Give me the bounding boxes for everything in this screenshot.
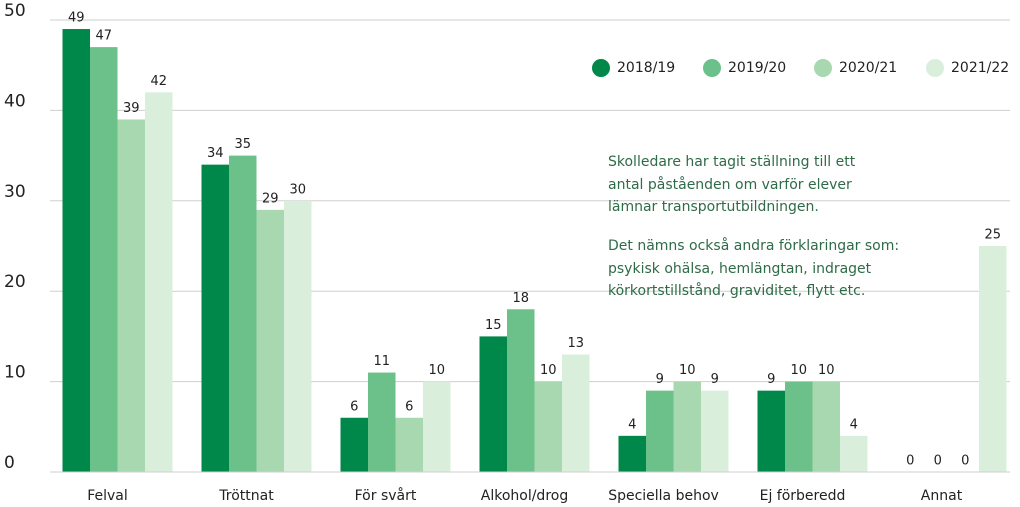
- y-tick-label: 40: [4, 91, 26, 111]
- bar: [256, 209, 284, 472]
- value-label: 34: [207, 146, 224, 161]
- bar: [785, 381, 813, 472]
- value-label: 6: [350, 399, 358, 414]
- legend-label: 2018/19: [617, 60, 675, 76]
- bar: [757, 390, 785, 472]
- annotation: antal påståenden om varför elever: [608, 176, 852, 193]
- bar: [145, 92, 173, 472]
- value-label: 10: [818, 363, 835, 378]
- legend-swatch: [814, 59, 832, 77]
- y-tick-label: 10: [4, 363, 26, 383]
- bar: [201, 164, 229, 472]
- annotation: lämnar transportutbildningen.: [608, 199, 819, 215]
- bar: [229, 155, 257, 472]
- legend-swatch: [926, 59, 944, 77]
- y-tick-label: 0: [4, 453, 15, 473]
- value-label: 10: [428, 363, 445, 378]
- value-label: 35: [234, 137, 251, 152]
- value-label: 10: [790, 363, 807, 378]
- x-tick-label: Tröttnat: [218, 488, 274, 504]
- value-label: 47: [95, 29, 112, 44]
- value-label: 9: [711, 372, 719, 387]
- x-tick-label: Annat: [921, 488, 963, 504]
- value-label: 4: [850, 417, 858, 432]
- value-label: 10: [540, 363, 557, 378]
- x-tick-label: För svårt: [355, 487, 417, 504]
- bar: [284, 200, 312, 473]
- value-label: 42: [150, 74, 167, 89]
- value-label: 30: [289, 182, 306, 197]
- value-label: 39: [123, 101, 140, 116]
- bar: [340, 417, 368, 472]
- y-tick-label: 50: [4, 1, 26, 21]
- bar: [479, 336, 507, 472]
- bar: [534, 381, 562, 472]
- y-tick-label: 30: [4, 182, 26, 202]
- value-label: 0: [961, 454, 969, 469]
- bar: [395, 417, 423, 472]
- y-tick-label: 20: [4, 272, 26, 292]
- bar: [507, 309, 535, 472]
- x-tick-label: Speciella behov: [608, 488, 719, 504]
- bar: [368, 372, 396, 472]
- legend-swatch: [703, 59, 721, 77]
- value-label: 6: [405, 399, 413, 414]
- annotation: psykisk ohälsa, hemlängtan, indraget: [608, 261, 872, 277]
- bar: [90, 47, 118, 473]
- value-label: 29: [262, 191, 279, 206]
- bar: [618, 435, 646, 472]
- bar: [673, 381, 701, 472]
- bar: [562, 354, 590, 472]
- value-label: 25: [984, 228, 1001, 243]
- value-label: 9: [656, 372, 664, 387]
- bar: [646, 390, 674, 472]
- x-tick-label: Felval: [87, 488, 128, 504]
- x-tick-label: Alkohol/drog: [481, 488, 568, 504]
- bar: [840, 435, 868, 472]
- value-label: 11: [373, 354, 390, 369]
- bar: [701, 390, 729, 472]
- value-label: 9: [767, 372, 775, 387]
- value-label: 15: [485, 318, 502, 333]
- bar: [117, 119, 145, 472]
- value-label: 18: [512, 291, 529, 306]
- value-label: 10: [679, 363, 696, 378]
- legend-label: 2019/20: [728, 60, 786, 76]
- annotation: körkortstillstånd, graviditet, flytt etc…: [608, 282, 865, 299]
- value-label: 0: [934, 454, 942, 469]
- value-label: 49: [68, 11, 85, 26]
- bar: [812, 381, 840, 472]
- bar: [423, 381, 451, 472]
- x-tick-label: Ej förberedd: [760, 488, 846, 504]
- legend-label: 2020/21: [839, 60, 897, 76]
- legend-swatch: [592, 59, 610, 77]
- bar: [62, 29, 90, 472]
- legend-label: 2021/22: [951, 60, 1009, 76]
- value-label: 0: [906, 454, 914, 469]
- value-label: 13: [567, 336, 584, 351]
- bar: [979, 246, 1007, 472]
- annotation: Skolledare har tagit ställning till ett: [608, 154, 856, 170]
- annotation: Det nämns också andra förklaringar som:: [608, 237, 899, 254]
- value-label: 4: [628, 417, 636, 432]
